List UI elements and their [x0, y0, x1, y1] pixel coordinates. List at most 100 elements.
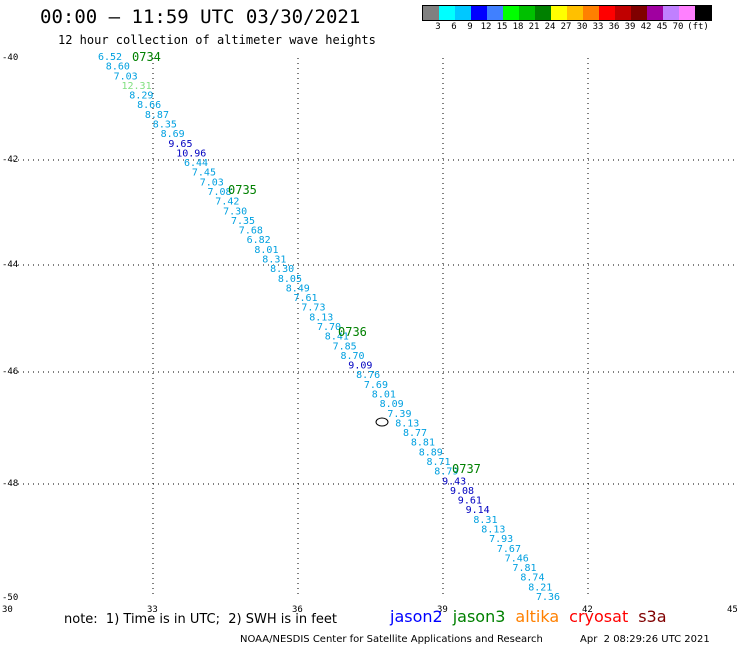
wave-height-value: 7.46 — [505, 553, 529, 564]
legend-label: (ft) — [687, 22, 709, 32]
wave-height-value: 8.01 — [372, 390, 396, 401]
legend-swatch — [695, 6, 711, 20]
legend-label: 30 — [576, 22, 588, 32]
color-legend — [422, 5, 712, 21]
wave-height-value: 7.45 — [192, 168, 216, 179]
wave-height-value: 7.67 — [497, 544, 521, 555]
legend-label: 27 — [560, 22, 572, 32]
wave-height-value: 8.30 — [270, 264, 294, 275]
legend-label: 3 — [435, 22, 441, 32]
legend-label: 9 — [467, 22, 473, 32]
wave-height-value: 8.74 — [520, 573, 544, 584]
map-title: 00:00 — 11:59 UTC 03/30/2021 — [40, 6, 361, 28]
wave-height-value: 8.76 — [356, 370, 380, 381]
wave-height-value: 8.41 — [325, 332, 349, 343]
legend-label: 21 — [528, 22, 540, 32]
lat-tick-label: -40 — [2, 53, 18, 63]
pass-time-label: 0735 — [228, 183, 257, 197]
wave-height-value: 8.70 — [341, 351, 365, 362]
wave-height-value: 7.85 — [333, 341, 357, 352]
wave-height-value: 8.71 — [427, 457, 451, 468]
legend-swatch — [455, 6, 471, 20]
lon-tick-label: 45 — [727, 605, 738, 615]
wave-height-value: 7.70 — [317, 322, 341, 333]
track-marker-icon — [375, 417, 389, 427]
legend-swatch — [679, 6, 695, 20]
legend-label: 45 — [656, 22, 668, 32]
map-grid — [8, 58, 734, 598]
wave-height-value: 6.44 — [184, 158, 208, 169]
legend-label: 6 — [451, 22, 457, 32]
wave-height-value: 7.03 — [200, 177, 224, 188]
wave-height-value: 8.81 — [411, 438, 435, 449]
lon-tick-label: 39 — [437, 605, 448, 615]
credit-text: NOAA/NESDIS Center for Satellite Applica… — [240, 634, 543, 645]
wave-height-value: 7.42 — [215, 197, 239, 208]
wave-height-value: 12.31 — [122, 81, 152, 92]
wave-height-value: 8.79 — [434, 467, 458, 478]
wave-height-value: 9.09 — [348, 361, 372, 372]
wave-height-value: 8.13 — [481, 525, 505, 536]
wave-height-value: 8.35 — [153, 120, 177, 131]
wave-height-value: 8.66 — [137, 100, 161, 111]
map-subtitle: 12 hour collection of altimeter wave hei… — [58, 33, 376, 47]
wave-height-value: 9.61 — [458, 496, 482, 507]
wave-height-value: 8.77 — [403, 428, 427, 439]
legend-swatch — [519, 6, 535, 20]
wave-height-value: 8.69 — [161, 129, 185, 140]
legend-swatch — [631, 6, 647, 20]
legend-swatch — [647, 6, 663, 20]
satellite-legend-jason3: jason3 — [452, 607, 506, 626]
wave-height-value: 7.36 — [536, 592, 560, 603]
wave-height-value: 9.08 — [450, 486, 474, 497]
wave-height-value: 7.03 — [114, 71, 138, 82]
wave-height-value: 7.30 — [223, 206, 247, 217]
wave-height-value: 6.52 — [98, 52, 122, 63]
legend-label: 24 — [544, 22, 556, 32]
legend-swatch — [423, 6, 439, 20]
wave-height-value: 6.82 — [247, 235, 271, 246]
pass-time-label: 0734 — [132, 50, 161, 64]
legend-swatch — [583, 6, 599, 20]
legend-swatch — [487, 6, 503, 20]
lon-tick-label: 30 — [2, 605, 13, 615]
wave-height-value: 8.05 — [278, 274, 302, 285]
wave-height-value: 7.73 — [301, 303, 325, 314]
wave-height-value: 7.93 — [489, 534, 513, 545]
legend-swatch — [551, 6, 567, 20]
generated-timestamp: Apr 2 08:29:26 UTC 2021 — [580, 634, 710, 645]
satellite-legend-cryosat: cryosat — [569, 607, 629, 626]
wave-height-value: 8.29 — [129, 91, 153, 102]
wave-height-value: 7.08 — [208, 187, 232, 198]
lat-tick-label: -46 — [2, 367, 18, 377]
wave-height-value: 9.65 — [168, 139, 192, 150]
legend-label: 36 — [608, 22, 620, 32]
wave-height-value: 8.09 — [380, 399, 404, 410]
legend-swatch — [439, 6, 455, 20]
wave-height-value: 8.49 — [286, 283, 310, 294]
lat-tick-label: -44 — [2, 260, 18, 270]
wave-height-value: 7.39 — [387, 409, 411, 420]
legend-label: 70 — [672, 22, 684, 32]
legend-swatch — [599, 6, 615, 20]
lat-tick-label: -42 — [2, 155, 18, 165]
wave-height-value: 7.69 — [364, 380, 388, 391]
legend-swatch — [535, 6, 551, 20]
legend-swatch — [471, 6, 487, 20]
wave-height-value: 8.87 — [145, 110, 169, 121]
lon-tick-label: 33 — [147, 605, 158, 615]
wave-height-value: 8.01 — [254, 245, 278, 256]
satellite-legend: jason2 jason3 altika cryosat s3a — [390, 607, 667, 626]
legend-swatch — [567, 6, 583, 20]
wave-height-value: 8.31 — [473, 515, 497, 526]
wave-height-value: 9.43 — [442, 476, 466, 487]
lat-tick-label: -48 — [2, 479, 18, 489]
legend-swatch — [615, 6, 631, 20]
legend-label: 18 — [512, 22, 524, 32]
wave-height-value: 8.13 — [309, 312, 333, 323]
legend-swatch — [503, 6, 519, 20]
pass-time-label: 0737 — [452, 462, 481, 476]
pass-time-labels: 0734 0735 0736 0737 — [132, 50, 481, 476]
legend-label: 39 — [624, 22, 636, 32]
